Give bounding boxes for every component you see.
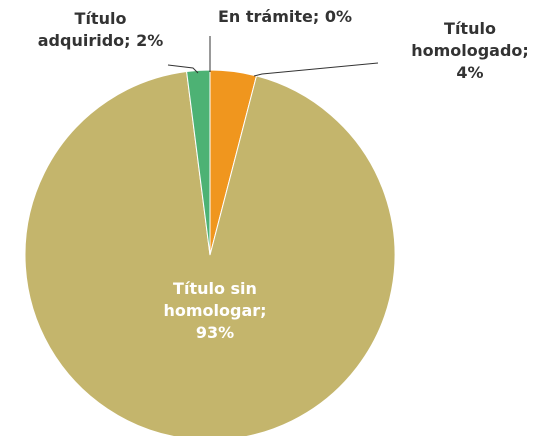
leader-line — [167, 64, 199, 74]
data-label: Título sin homologar; 93% — [163, 279, 267, 342]
data-label: Título homologado; 4% — [411, 19, 529, 82]
leader-line — [253, 62, 379, 77]
data-label: En trámite; 0% — [217, 7, 352, 26]
slices — [24, 69, 396, 436]
pie-slice — [24, 70, 396, 436]
data-label: Título adquirido; 2% — [37, 9, 164, 50]
